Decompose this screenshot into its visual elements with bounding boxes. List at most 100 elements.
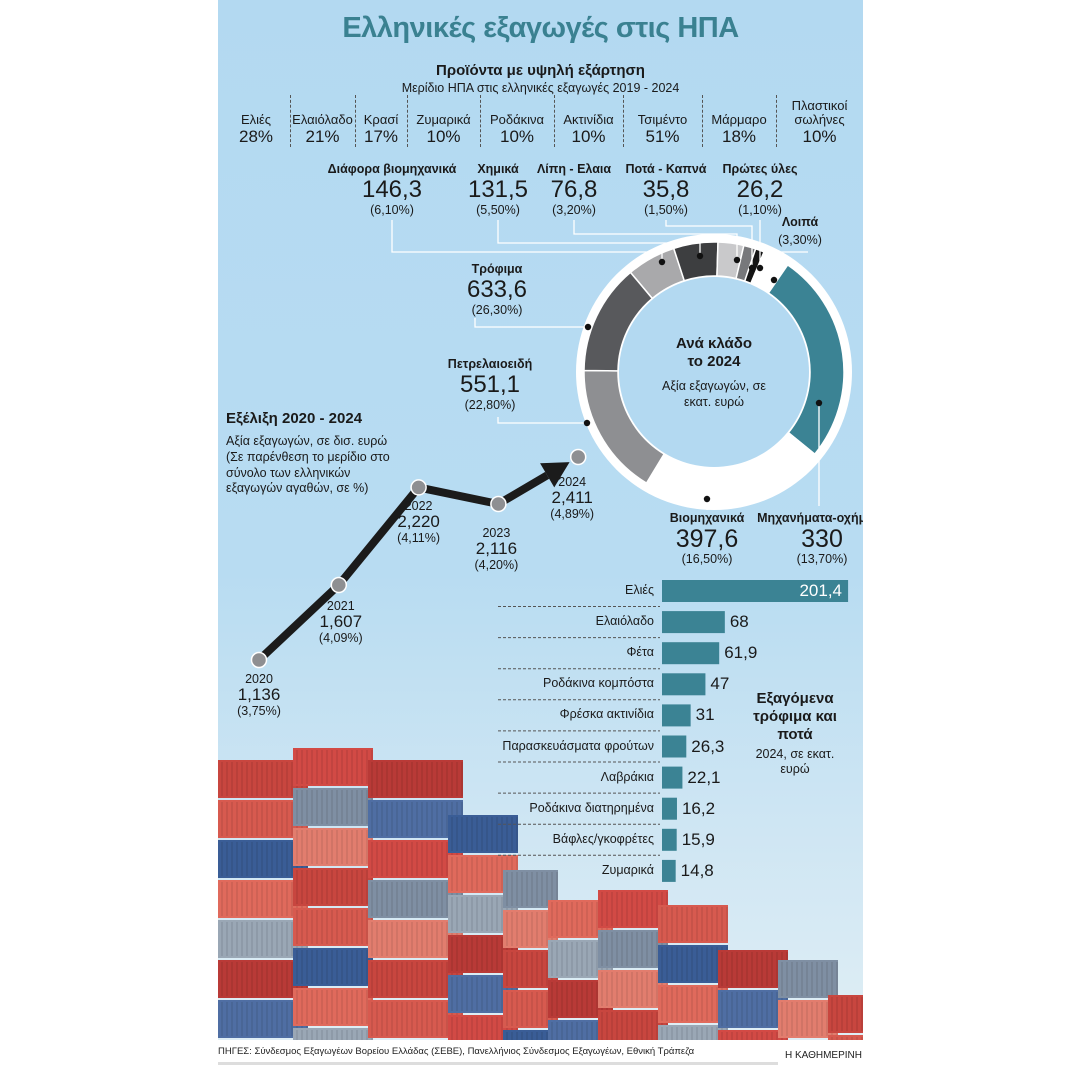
product-name: Ελαιόλαδο (292, 112, 353, 127)
container-block (598, 930, 668, 968)
donut-slice-value: 633,6 (466, 276, 528, 303)
container-block (658, 905, 728, 943)
container-block (598, 970, 668, 1008)
product-share: 21% (305, 127, 340, 146)
bar-value-label: 68 (729, 612, 749, 632)
product-share-item: Ελιές 28% (222, 95, 291, 147)
leader-dot (815, 399, 823, 407)
product-name: Ακτινίδια (563, 112, 614, 127)
container-block (368, 840, 463, 878)
container-block (293, 988, 373, 1026)
container-block (293, 748, 373, 786)
bar-value-label: 14,8 (680, 860, 714, 880)
donut-slice-label: Ποτά - Καπνά (625, 162, 707, 176)
donut-center-subtitle: Αξία εξαγωγών, σε εκατ. ευρώ (662, 379, 766, 409)
shipping-containers-photo (218, 748, 863, 1040)
line-share-label: (4,20%) (474, 557, 519, 572)
leader-dot (584, 323, 592, 331)
line-point (250, 651, 268, 669)
line-point (410, 479, 427, 496)
container-block (293, 1028, 373, 1040)
bar-value-label: 26,3 (691, 736, 725, 756)
line-year-label: 2021 (326, 599, 355, 614)
bar-category-label: Ελιές (625, 583, 654, 597)
product-name: Μάρμαρο (711, 112, 767, 127)
donut-hole (619, 277, 809, 467)
product-share: 17% (363, 127, 399, 146)
donut-slice-value: 26,2 (736, 176, 784, 203)
donut-slice-label: Λοιπά (781, 215, 819, 229)
product-name: Ζυμαρικά (416, 112, 471, 127)
container-block (293, 948, 373, 986)
leader-dot (733, 256, 741, 264)
container-block (448, 815, 518, 853)
line-point (490, 495, 507, 513)
donut-slice-label: Βιομηχανικά (669, 511, 745, 525)
container-block (293, 908, 373, 946)
container-block (718, 990, 788, 1028)
product-share: 28% (238, 127, 274, 146)
leader-dot (770, 276, 778, 284)
leader-dot (583, 419, 591, 427)
donut-slice-label: Διάφορα βιομηχανικά (327, 162, 457, 176)
donut-slice-label: Πετρελαιοειδή (447, 357, 533, 371)
donut-slice-label: Χημικά (477, 162, 519, 176)
leader-line (474, 318, 588, 328)
bar (662, 704, 691, 727)
line-year-label: 2020 (245, 672, 273, 686)
brand-logo: Η ΚΑΘΗΜΕΡΙΝΗ (784, 1050, 862, 1061)
container-block (293, 828, 373, 866)
donut-slice-label: Πρώτες ύλες (722, 162, 798, 176)
line-value-label: 1,607 (319, 612, 363, 632)
donut-slice-value: 35,8 (642, 176, 690, 203)
container-block (598, 1010, 668, 1040)
donut-slice-share: (1,10%) (738, 203, 782, 217)
product-share-item: Μάρμαρο 18% (702, 95, 777, 147)
donut-slice-value: 551,1 (459, 371, 521, 398)
product-share: 51% (645, 127, 680, 146)
container-block (368, 920, 463, 958)
donut-slice-share: (26,30%) (471, 303, 523, 317)
donut-slice-value: 330 (801, 525, 843, 553)
bar-category-label: Λαβράκια (600, 769, 654, 784)
bar-chart-subtitle: 2024, σε εκατ. ευρώ (755, 747, 835, 776)
product-share-item: Ακτινίδια 10% (554, 95, 624, 147)
product-share-item: Κρασί 17% (355, 95, 408, 147)
bar (662, 766, 683, 789)
infographic-title: Ελληνικές εξαγωγές στις ΗΠΑ (342, 12, 739, 44)
container-block (778, 960, 838, 998)
bar-chart-title: Εξαγόμενα τρόφιμα και ποτά (753, 690, 837, 743)
bar (662, 580, 849, 602)
line-year-label: 2023 (482, 525, 511, 540)
leader-line (391, 220, 663, 262)
donut-slice (583, 271, 654, 372)
container-block (718, 950, 788, 988)
leader-line (773, 251, 808, 280)
products-subheading: Μερίδιο ΗΠΑ στις ελληνικές εξαγωγές 2019… (401, 81, 680, 95)
bar-category-label: Βάφλες/γκοφρέτες (552, 831, 654, 846)
product-share: 10% (802, 127, 837, 146)
bar-value-label: 201,4 (799, 581, 842, 600)
line-share-label: (4,89%) (550, 507, 595, 522)
donut-slice-value: 397,6 (675, 525, 739, 553)
donut-slice-share: (5,50%) (476, 203, 520, 217)
line-chart-note: (Σε παρένθεση το μερίδιο στο σύνολο των … (226, 450, 390, 495)
container-block (658, 1025, 728, 1040)
bar-category-label: Ροδάκινα κομπόστα (543, 676, 654, 691)
donut-slice-share: (16,50%) (681, 552, 733, 566)
container-block (368, 960, 463, 998)
charts-svg (250, 220, 852, 882)
container-block (293, 788, 373, 826)
bar-category-label: Ελαιόλαδο (595, 614, 654, 629)
product-name: Ροδάκινα (489, 112, 545, 127)
leader-dot (703, 495, 711, 503)
product-share-item: Πλαστικοί σωλήνες 10% (776, 95, 863, 147)
line-year-label: 2024 (558, 475, 587, 490)
line-point (569, 448, 587, 466)
container-block (368, 1000, 463, 1038)
donut-slice-label: Τρόφιμα (471, 262, 523, 276)
product-name: Ελιές (240, 112, 272, 127)
donut-slice-share: (3,20%) (552, 203, 596, 217)
line-share-label: (4,09%) (318, 631, 363, 646)
container-block (548, 1020, 613, 1040)
